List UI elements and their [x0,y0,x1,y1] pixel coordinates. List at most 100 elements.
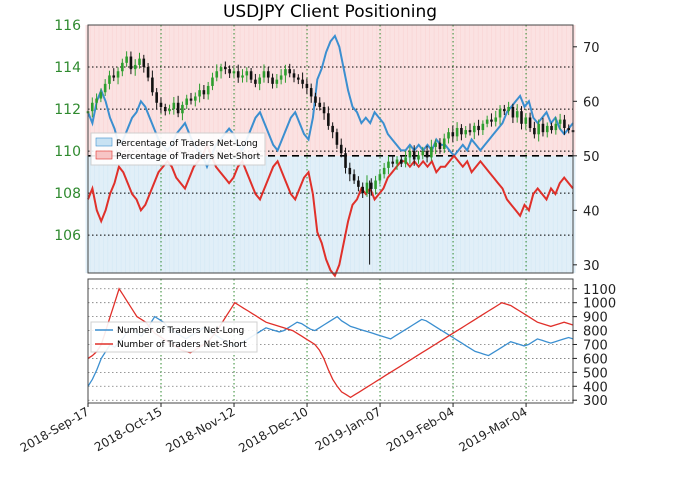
net-short-shade [235,25,241,156]
net-short-shade [341,25,347,156]
net-short-shade [253,25,259,156]
candle-body [541,123,545,133]
net-long-shade [319,155,325,273]
candle-body [142,58,146,68]
candle-body [395,159,399,164]
net-long-shade [380,155,386,273]
net-short-shade [491,25,497,156]
net-long-shade [363,155,369,273]
net-long-shade [120,155,126,273]
net-short-shade [380,25,386,156]
net-short-shade [186,25,192,156]
net-long-shade [451,155,457,273]
net-short-shade [433,25,439,156]
net-long-shade [433,155,439,273]
net-long-shade [191,155,197,273]
candle-body [391,161,395,164]
candle-body [108,75,111,84]
net-long-shade [169,155,175,273]
net-short-shade [455,25,461,156]
candle-body [211,77,214,86]
right-axis-tick-label: 700 [583,338,608,353]
x-axis-tick-label: 2018-Nov-12 [163,404,237,455]
net-long-shade [486,155,492,273]
net-short-shade [332,25,338,156]
candle-body [305,83,309,89]
right-axis-tick-label: 40 [583,204,600,219]
footer-text-strip [0,468,679,476]
net-long-shade [332,155,338,273]
net-short-shade [230,25,237,156]
net-long-shade [394,155,400,273]
bottom-panel-frame [87,278,574,404]
net-short-shade [94,25,100,156]
net-short-shade [460,25,466,156]
net-short-shade [447,25,453,156]
net-long-shade [495,155,501,273]
candle-body [430,146,433,158]
net-short-shade [495,25,501,156]
net-short-shade [138,25,144,156]
candle-body [138,58,141,65]
net-long-shade [125,155,131,273]
net-long-shade [442,155,448,273]
net-short-shade [142,25,148,156]
net-short-shade [557,25,563,156]
net-short-shade [539,25,545,156]
net-long-shade [513,155,519,273]
net-short-shade [125,25,131,156]
net-short-shade [566,25,572,156]
net-long-shade [292,155,298,273]
net-long-shade [477,155,483,273]
net-long-shade [411,155,417,273]
candle-body [318,102,322,107]
candle-body [331,125,334,133]
candle-body [468,130,472,133]
panels-layer: 106 108 110 112 114 116 30 40 50 60 70 Percentage o… [54,18,616,409]
net-short-shade [513,25,519,156]
net-long-shade [376,155,382,273]
candle-body [344,153,347,168]
x-axis-tick-label: 2019-Mar-04 [456,404,529,454]
net-long-shade [499,155,505,273]
candle-body [112,75,116,78]
candle-body [198,90,201,97]
right-axis-tick-label: 1000 [583,297,616,312]
net-short-shade [358,25,364,156]
candle-body [464,130,467,135]
net-long-shade [147,155,153,273]
net-long-shade [297,155,303,273]
candle-body [133,64,137,70]
net-long-shade [482,155,488,273]
net-long-shade [283,155,289,273]
left-axis-tick-label: 116 [54,18,81,34]
legend-label-net-long-pct: Percentage of Traders Net-Long [116,139,258,149]
candle-body [558,119,562,124]
net-long-shade [345,155,351,273]
net-long-shade [438,155,444,273]
candle-body [103,83,107,93]
net-long-shade [336,155,342,273]
net-short-shade [535,25,541,156]
net-short-shade [120,25,126,156]
net-short-shade [363,25,369,156]
net-long-shade [469,155,475,273]
net-short-shade [530,25,536,156]
net-long-shade [341,155,347,273]
net-long-shade [416,155,422,273]
net-long-shade [535,155,541,273]
candle-body [176,102,180,114]
net-long-shade [544,155,550,273]
net-long-shade [160,155,166,273]
net-short-shade [526,25,532,156]
net-long-shade [98,155,104,273]
net-short-shade [548,25,554,156]
net-long-shade [301,155,307,273]
right-axis-tick-label: 60 [583,95,600,110]
right-axis-tick-label: 50 [583,150,600,165]
left-axis-tick-label: 108 [54,186,81,202]
net-short-shade [270,25,276,156]
net-long-shade [548,155,554,273]
candle-body [455,127,459,137]
